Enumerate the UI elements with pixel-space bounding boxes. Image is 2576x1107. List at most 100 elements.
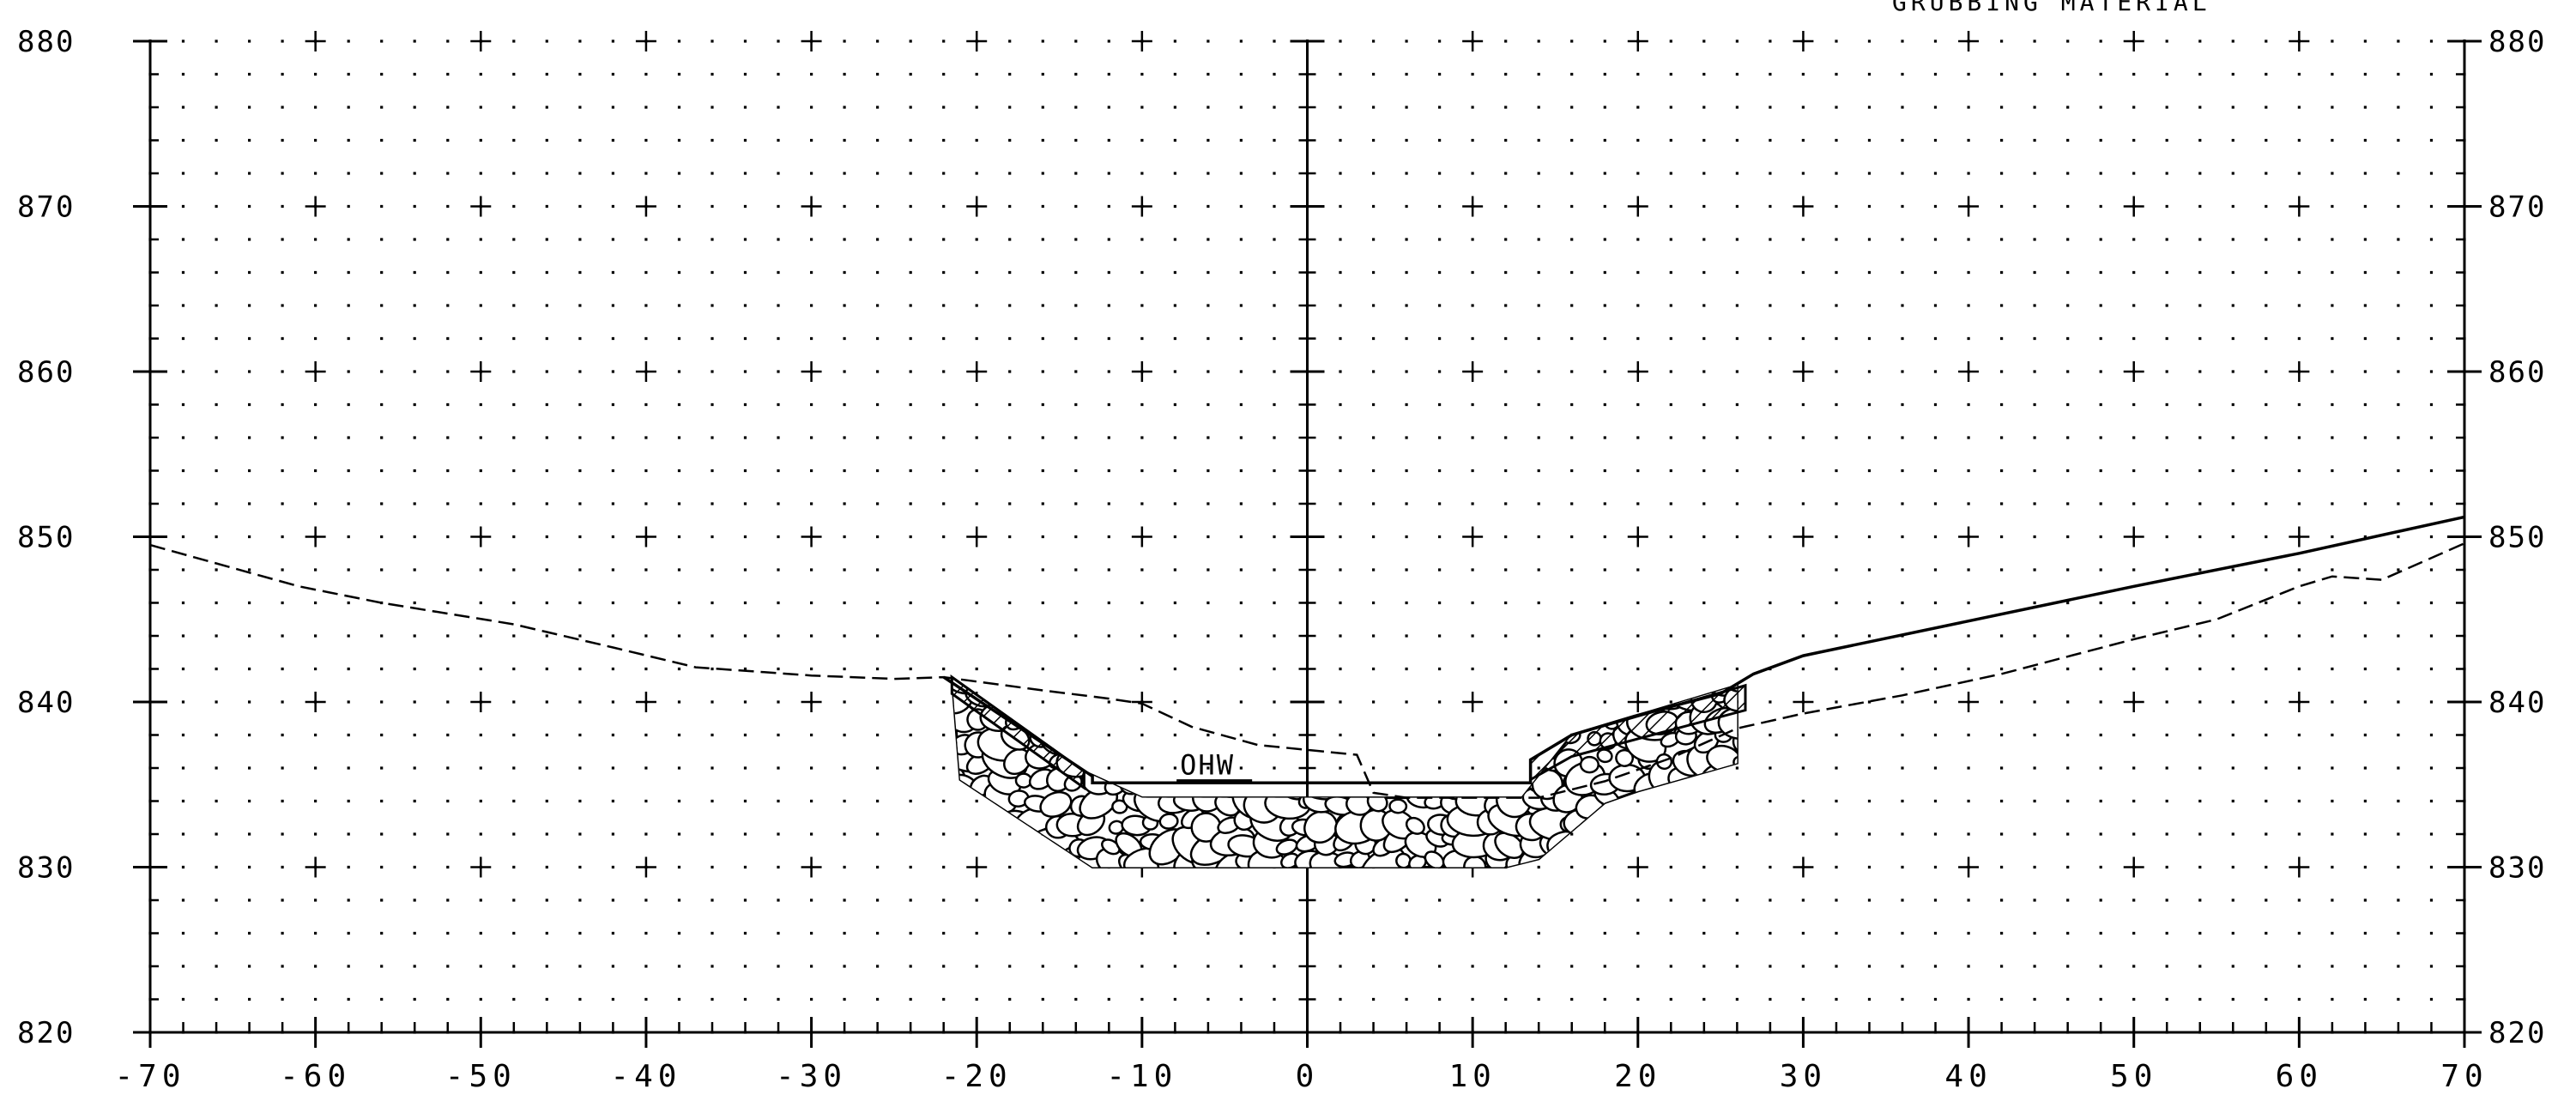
riprap-stone (1377, 726, 1415, 754)
riprap-stone (1147, 735, 1168, 754)
riprap-stone (1191, 677, 1233, 700)
grid-cross (2123, 526, 2144, 547)
grid-cross (1793, 196, 1814, 217)
y-tick-label-right: 850 (2488, 521, 2546, 555)
riprap-stone (952, 812, 983, 837)
riprap-stone (1064, 727, 1097, 749)
grid-cross (2123, 361, 2144, 382)
riprap-stone (1485, 677, 1512, 691)
riprap-stone (1571, 850, 1614, 868)
y-tick-label-right: 830 (2488, 851, 2546, 886)
grid-cross (966, 361, 988, 382)
y-tick-labels-left: 820 830 840 850 860 870 880 (17, 25, 75, 1050)
grid-cross (1627, 361, 1648, 382)
riprap-stone (1007, 836, 1032, 860)
riprap-stone (952, 747, 955, 765)
x-tick-label: 20 (1614, 1059, 1661, 1094)
riprap-stone (1484, 692, 1513, 715)
riprap-stone (1444, 735, 1465, 753)
grid-cross (801, 692, 822, 712)
y-tick-label-right: 820 (2488, 1016, 2546, 1050)
riprap-stone (1388, 798, 1408, 814)
riprap-stone (1597, 854, 1622, 868)
riprap-stone (1111, 799, 1128, 814)
grid-cross (635, 361, 656, 382)
grid-cross (1793, 526, 1814, 547)
riprap-stone (1351, 677, 1371, 685)
riprap-stone (1269, 677, 1300, 687)
y-tick-label-right: 860 (2488, 355, 2546, 390)
grid-cross (305, 526, 326, 547)
grid-cross (801, 31, 822, 51)
grid-cross (1958, 196, 1980, 217)
grid-cross (1627, 526, 1648, 547)
grid-cross (1958, 856, 1980, 878)
riprap-stone (1158, 813, 1179, 830)
riprap-stone (1311, 677, 1337, 684)
grid-cross (1627, 692, 1648, 712)
riprap-stone (1565, 678, 1605, 716)
riprap-stone (1160, 777, 1179, 794)
grid-cross (635, 196, 656, 217)
grid-cross (966, 196, 988, 217)
riprap-stone (1732, 755, 1738, 776)
y-tick-label-right: 870 (2488, 191, 2546, 225)
riprap-stone (1612, 812, 1639, 839)
grid-cross (305, 692, 326, 712)
riprap-stone (1212, 686, 1249, 719)
riprap-stone (1058, 677, 1091, 690)
riprap-stone (1468, 769, 1489, 789)
riprap-stone (928, 706, 954, 731)
riprap-stone (1495, 683, 1527, 711)
riprap-stone (1287, 677, 1318, 687)
grid-cross (635, 526, 656, 547)
riprap-stone (1368, 750, 1390, 771)
riprap-stone (1126, 747, 1147, 765)
riprap-stone (1253, 677, 1273, 687)
riprap-stone (1166, 678, 1207, 714)
riprap-stone (1686, 677, 1720, 690)
riprap-stone (1131, 744, 1178, 779)
riprap-stone (1474, 720, 1513, 754)
grid-cross (635, 31, 656, 51)
riprap-stone (1655, 753, 1673, 771)
riprap-stone (1576, 708, 1597, 726)
grid-cross (1958, 361, 1980, 382)
riprap-stone (1164, 677, 1188, 691)
grubbing-material-note: GRUBBING MATERIAL (1892, 0, 2211, 16)
riprap-stone (1375, 681, 1424, 717)
riprap-stone (1654, 853, 1677, 868)
riprap-stone (1335, 677, 1356, 686)
riprap-stone (1359, 846, 1406, 868)
riprap-stone (1161, 752, 1177, 767)
grid-cross (966, 526, 988, 547)
riprap-stone (1731, 811, 1738, 839)
grid-cross (305, 196, 326, 217)
grid-cross (1793, 692, 1814, 712)
riprap-stone (1596, 748, 1613, 764)
grid-cross (470, 856, 492, 878)
riprap-stone (1321, 740, 1366, 781)
riprap-stone (1061, 706, 1088, 727)
grid-cross (801, 526, 822, 547)
riprap-stone (1285, 678, 1326, 714)
grid-cross (1958, 692, 1980, 712)
y-tick-label-left: 840 (17, 686, 75, 720)
riprap-stone (1460, 700, 1491, 732)
riprap-stone (1547, 681, 1587, 714)
x-tick-label: -50 (445, 1059, 517, 1094)
grid-cross (2289, 196, 2310, 217)
riprap-stone (1643, 677, 1682, 699)
riprap-stone (1579, 755, 1599, 774)
riprap-stone (1120, 714, 1141, 732)
x-tick-label: -40 (610, 1059, 681, 1094)
riprap-stone (1303, 810, 1339, 844)
x-tick-label: 30 (1780, 1059, 1827, 1094)
riprap-stone (1707, 851, 1738, 868)
x-tick-label: 40 (1944, 1059, 1992, 1094)
riprap-stone (1515, 727, 1545, 747)
riprap-stone (1126, 677, 1172, 699)
riprap-stone (1500, 710, 1526, 735)
riprap-stone (1313, 723, 1339, 748)
grid-cross (2289, 856, 2310, 878)
